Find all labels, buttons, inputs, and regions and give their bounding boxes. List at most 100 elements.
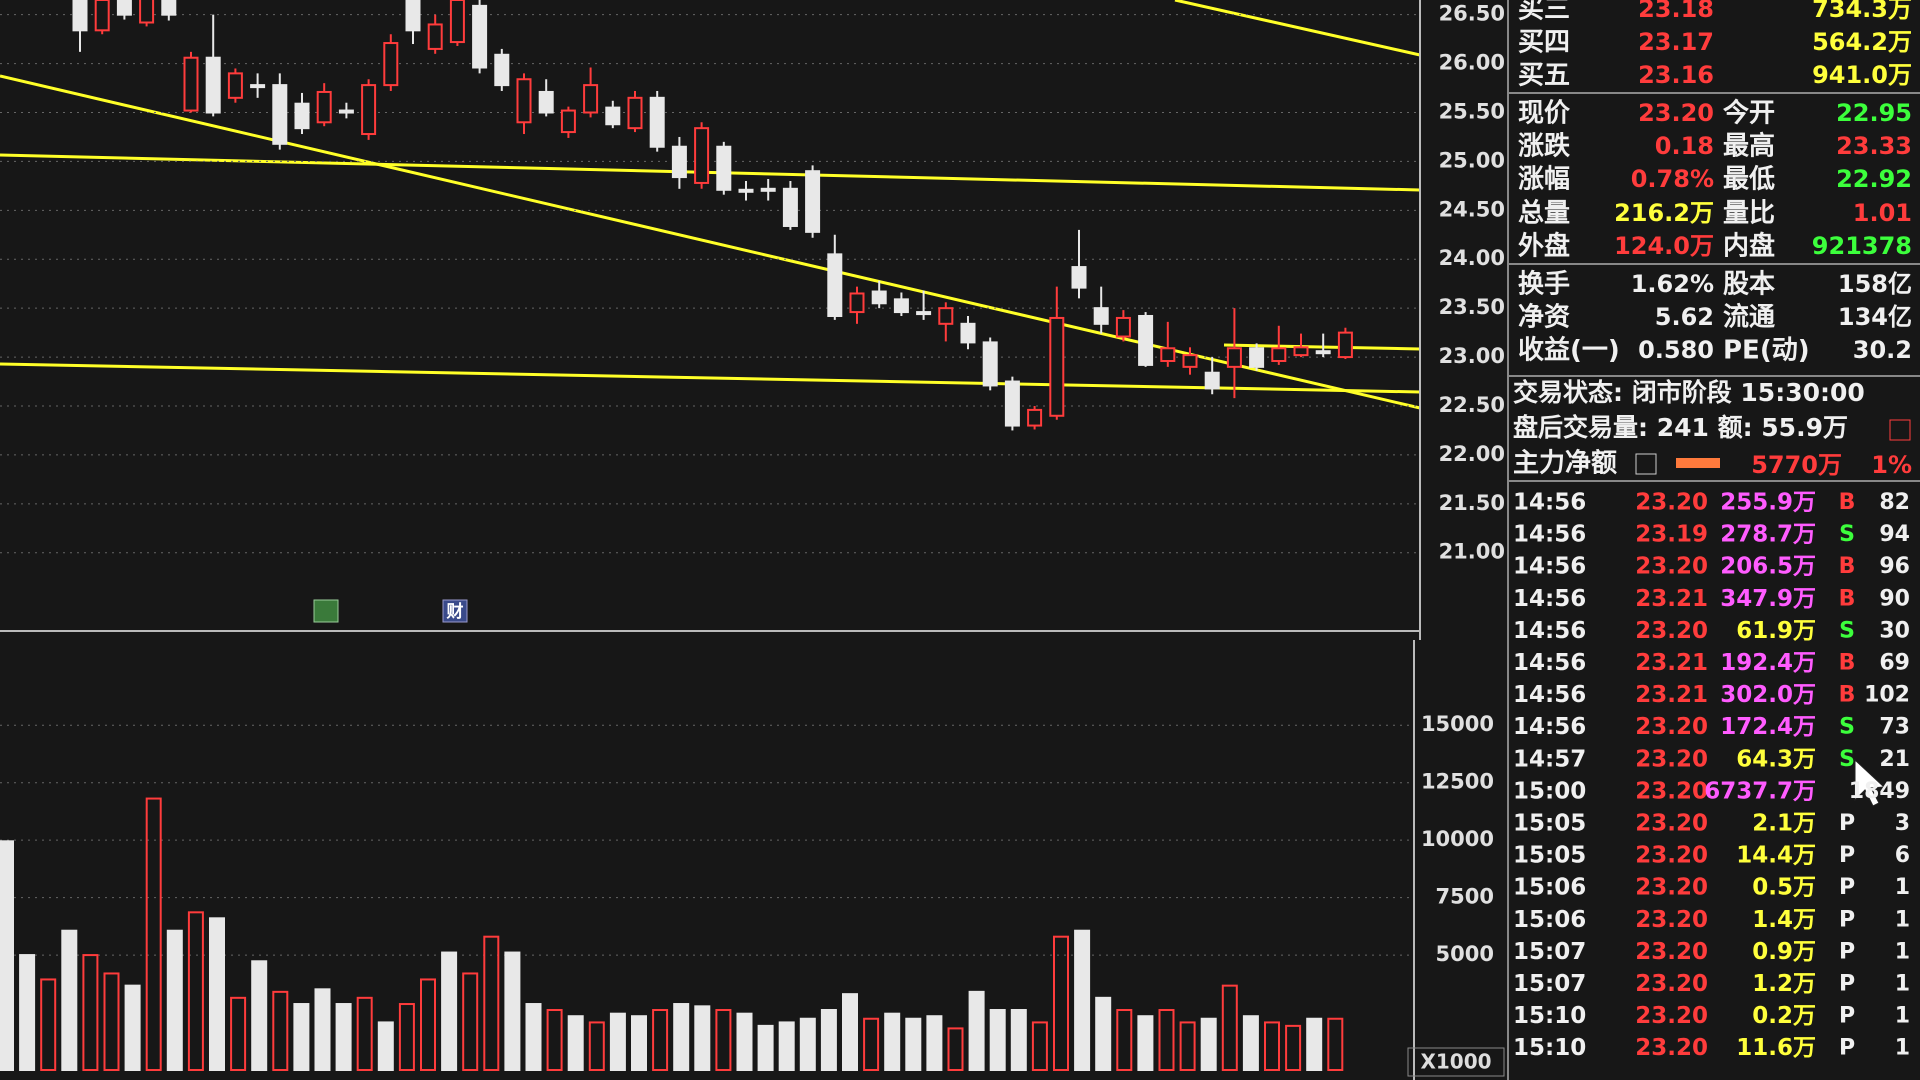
calendar-icon[interactable] (1889, 419, 1911, 441)
trade-side: B (1839, 490, 1856, 515)
quote-value: 0.18 (1655, 132, 1714, 160)
trade-price: 23.20 (1635, 714, 1708, 740)
volume-bar (546, 1009, 563, 1071)
trend-line (0, 153, 1421, 192)
trade-time: 15:07 (1513, 971, 1586, 997)
trade-side: P (1839, 907, 1855, 932)
order-label: 买四 (1518, 28, 1570, 58)
y-tick-label: 25.00 (1439, 148, 1505, 172)
candle-body (161, 0, 177, 16)
trade-amount: 64.3万 (1736, 746, 1816, 772)
trade-count: 1 (1895, 1004, 1910, 1029)
y-tick-label: 22.00 (1439, 442, 1505, 466)
trade-time: 14:56 (1513, 522, 1586, 548)
candle-body (1027, 408, 1043, 427)
candle-body (1249, 347, 1265, 368)
volume-unit: X1000 (1420, 1050, 1491, 1074)
volume-bar (757, 1024, 774, 1071)
trade-time: 15:06 (1513, 875, 1586, 901)
candle-body (782, 187, 798, 227)
quote-value: 1.62% (1631, 270, 1714, 298)
trade-price: 23.20 (1635, 971, 1708, 997)
y-tick-label: 24.50 (1439, 197, 1505, 221)
trade-count: 69 (1879, 651, 1910, 676)
candle-body (583, 84, 599, 114)
trade-time: 14:56 (1513, 586, 1586, 612)
volume-bar (609, 1012, 626, 1071)
menu-icon[interactable] (1635, 453, 1657, 475)
candle-body (1293, 346, 1309, 357)
candle-body (94, 0, 110, 32)
candle-body (472, 4, 488, 69)
trade-time: 14:56 (1513, 650, 1586, 676)
volume-bar (1074, 929, 1091, 1072)
trade-amount: 255.9万 (1720, 490, 1816, 516)
order-volume: 564.2万 (1812, 28, 1912, 56)
candle-body (405, 0, 421, 32)
trade-price: 23.20 (1635, 778, 1708, 804)
y-tick-label: 23.50 (1439, 295, 1505, 319)
trade-price: 23.20 (1635, 618, 1708, 644)
quote-value: 158亿 (1838, 270, 1912, 298)
volume-bar (293, 1003, 310, 1072)
volume-bar (567, 1015, 584, 1071)
candle-body (294, 102, 310, 130)
candle-body (1182, 354, 1198, 368)
event-icon[interactable] (442, 599, 468, 623)
y-tick-label: 26.50 (1439, 2, 1505, 26)
quote-label: 涨幅 (1518, 165, 1570, 195)
volume-bar (694, 1005, 711, 1071)
candle-body (516, 78, 532, 124)
trade-count: 82 (1879, 490, 1910, 515)
volume-bar (588, 1021, 605, 1071)
quote-label: 换手 (1518, 270, 1570, 300)
order-price: 23.17 (1638, 28, 1714, 56)
volume-bar (61, 929, 78, 1072)
trade-time: 15:05 (1513, 811, 1586, 837)
event-icon-label[interactable]: 财 (446, 601, 464, 622)
trade-price: 23.20 (1635, 554, 1708, 580)
trade-count: 30 (1879, 618, 1910, 643)
volume-bar (504, 951, 521, 1071)
quote-label: 涨跌 (1518, 132, 1570, 162)
candle-body (361, 84, 377, 136)
trade-amount: 14.4万 (1736, 843, 1816, 869)
candle-body (560, 109, 576, 134)
candle-body (494, 53, 510, 87)
candle-body (316, 90, 332, 124)
volume-bar (82, 954, 99, 1072)
candle-body (383, 42, 399, 87)
trade-time: 15:00 (1513, 778, 1586, 804)
volume-bar (884, 1012, 901, 1071)
trade-price: 23.20 (1635, 490, 1708, 516)
trade-count: 1 (1895, 907, 1910, 932)
volume-bar (462, 972, 479, 1071)
y-tick-label: 21.00 (1439, 540, 1505, 564)
y-tick-label: 12500 (1421, 770, 1494, 794)
trade-amount: 1.2万 (1752, 971, 1816, 997)
candle-body (760, 187, 776, 192)
trade-time: 15:10 (1513, 1035, 1586, 1061)
main-net-percent: 1% (1871, 451, 1912, 479)
candle-body (827, 253, 843, 317)
trade-time: 14:56 (1513, 490, 1586, 516)
volume-bar (420, 978, 436, 1072)
trade-side: P (1839, 939, 1855, 964)
trade-amount: 1.4万 (1752, 907, 1816, 933)
trade-time: 15:07 (1513, 939, 1586, 965)
quote-label: PE(动) (1723, 336, 1810, 366)
volume-bar (778, 1021, 795, 1071)
quote-value: 23.33 (1836, 132, 1912, 160)
order-price: 23.18 (1638, 0, 1714, 23)
y-tick-label: 21.50 (1439, 491, 1505, 515)
mouse-cursor (1854, 758, 1886, 807)
order-volume: 941.0万 (1812, 61, 1912, 89)
volume-bar (863, 1017, 880, 1072)
trade-amount: 172.4万 (1720, 714, 1816, 740)
volume-bar (673, 1003, 690, 1072)
volume-bar (525, 1003, 542, 1072)
y-tick-label: 15000 (1421, 712, 1494, 736)
trend-line (0, 74, 1421, 410)
volume-bar (1137, 1015, 1154, 1071)
event-icon[interactable] (313, 599, 339, 623)
